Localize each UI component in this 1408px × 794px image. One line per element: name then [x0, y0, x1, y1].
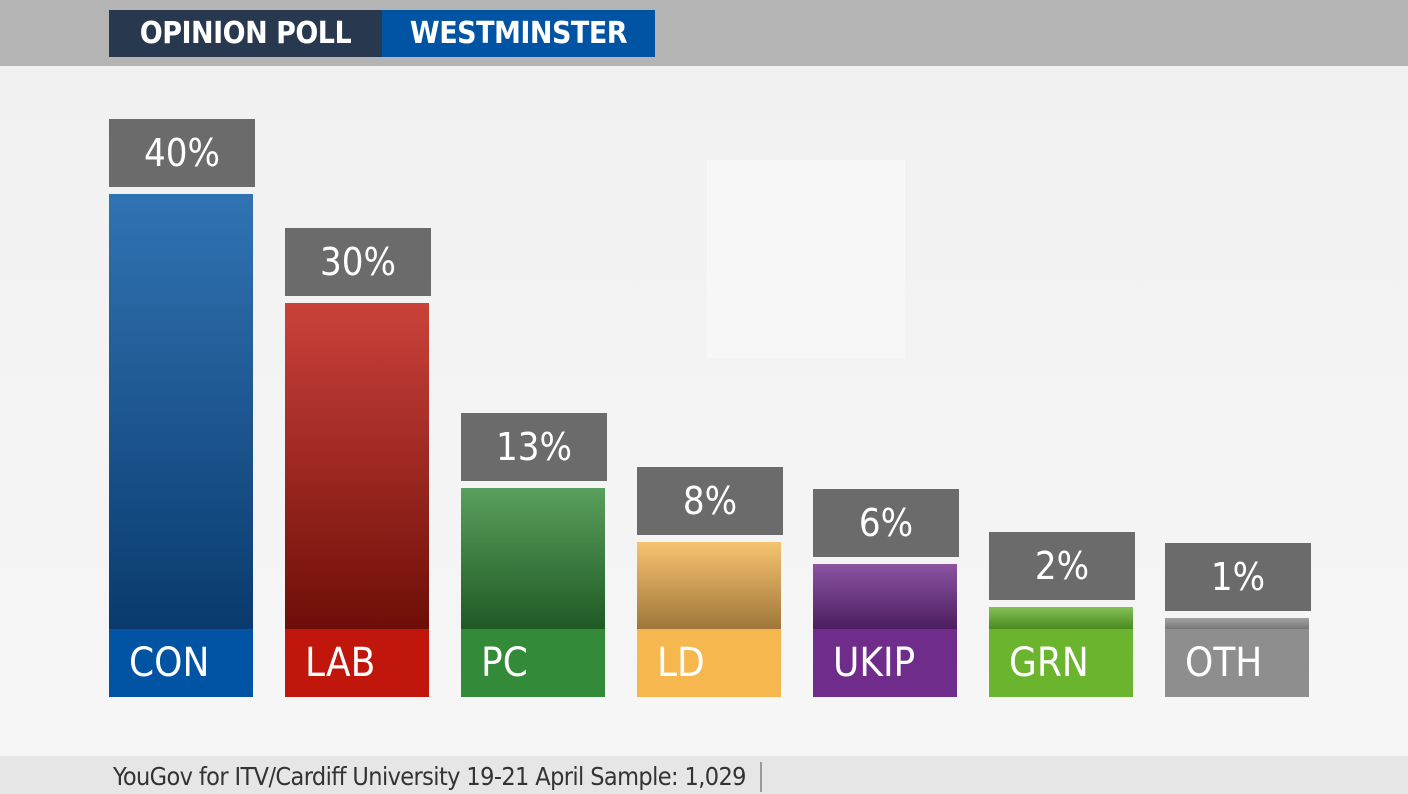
value-label: 40% [109, 119, 255, 187]
footer-bar [0, 756, 1408, 794]
category-label: LAB [285, 629, 429, 697]
background-tile [707, 160, 905, 358]
value-label: 30% [285, 227, 431, 296]
category-label: UKIP [813, 629, 957, 697]
bar-oth [1165, 618, 1309, 629]
category-label: OTH [1165, 629, 1309, 697]
bar-con [109, 194, 253, 629]
title-opinion-poll: OPINION POLL [109, 10, 382, 57]
category-label: GRN [989, 629, 1133, 697]
value-label: 8% [637, 467, 783, 535]
bar-pc [461, 487, 605, 629]
value-label: 1% [1165, 543, 1311, 612]
category-label: PC [461, 629, 605, 697]
bar-ukip [813, 563, 957, 629]
value-label: 13% [461, 412, 607, 481]
bar-ld [637, 542, 781, 629]
category-label: LD [637, 629, 781, 697]
title-westminster: WESTMINSTER [382, 10, 655, 57]
value-label: 6% [813, 488, 959, 557]
category-label: CON [109, 629, 253, 697]
bar-lab [285, 302, 429, 629]
value-label: 2% [989, 532, 1135, 601]
poll-source: YouGov for ITV/Cardiff University 19-21 … [113, 762, 762, 792]
bar-grn [989, 607, 1133, 629]
